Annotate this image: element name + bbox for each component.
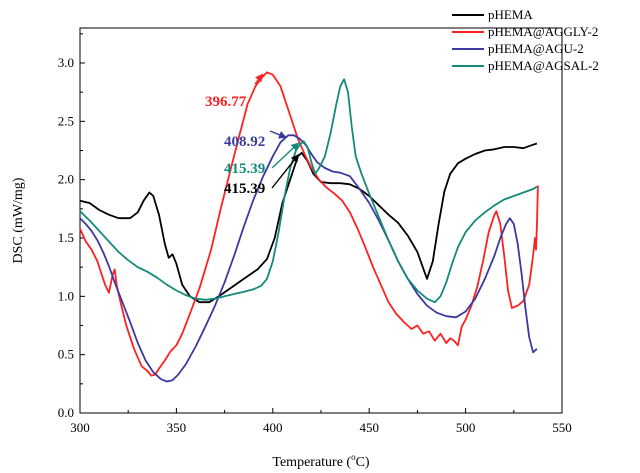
y-tick-label: 1.5 xyxy=(58,230,74,245)
series-line-0 xyxy=(79,142,538,304)
series-line-1 xyxy=(79,71,539,377)
legend: pHEMA pHEMA@AGGLY-2 pHEMA@AGU-2 pHEMA@AGSAL… xyxy=(452,7,599,73)
x-tick-label: 400 xyxy=(263,420,283,435)
series-line-3 xyxy=(79,78,538,304)
peak-arrow xyxy=(254,73,264,85)
peak-arrow xyxy=(271,142,300,169)
x-axis-title-main: Temperature ( xyxy=(272,455,351,470)
x-axis-title-superscript: o xyxy=(351,452,356,462)
y-tick-label: 2.5 xyxy=(58,113,74,128)
axis-ticks: 300 350 400 450 500 550 0.0 0.5 1.0 1.5 2.0 2.5 3.0 xyxy=(58,33,572,435)
y-tick-label: 0.5 xyxy=(58,347,74,362)
legend-label: pHEMA@AGGLY-2 xyxy=(488,24,598,39)
x-tick-label: 500 xyxy=(456,420,476,435)
peak-arrow xyxy=(269,130,287,139)
peak-label: 396.77 xyxy=(205,94,247,110)
y-tick-label: 0.0 xyxy=(58,405,74,420)
legend-label: pHEMA@AGU-2 xyxy=(488,41,584,56)
y-tick-label: 1.0 xyxy=(58,288,74,303)
peak-annotations: 396.77 408.92 415.39 415.39 xyxy=(205,73,300,197)
peak-label: 408.92 xyxy=(224,134,265,150)
x-tick-label: 550 xyxy=(552,420,572,435)
x-tick-label: 350 xyxy=(167,420,187,435)
peak-arrow xyxy=(271,154,300,189)
peak-label: 415.39 xyxy=(224,181,265,197)
legend-label: pHEMA@AGSAL-2 xyxy=(488,58,599,73)
x-axis-title: Temperature (oC) xyxy=(272,452,370,470)
series-group xyxy=(79,71,539,383)
y-tick-label: 3.0 xyxy=(58,55,74,70)
x-tick-label: 450 xyxy=(359,420,379,435)
x-tick-label: 300 xyxy=(70,420,90,435)
y-tick-label: 2.0 xyxy=(58,172,74,187)
plot-frame xyxy=(79,27,563,414)
peak-label: 415.39 xyxy=(224,161,265,177)
y-axis-title: DSC (mW/mg) xyxy=(11,177,26,263)
legend-label: pHEMA xyxy=(488,7,533,22)
x-axis-title-unit: C) xyxy=(356,455,370,470)
series-line-2 xyxy=(79,134,538,383)
